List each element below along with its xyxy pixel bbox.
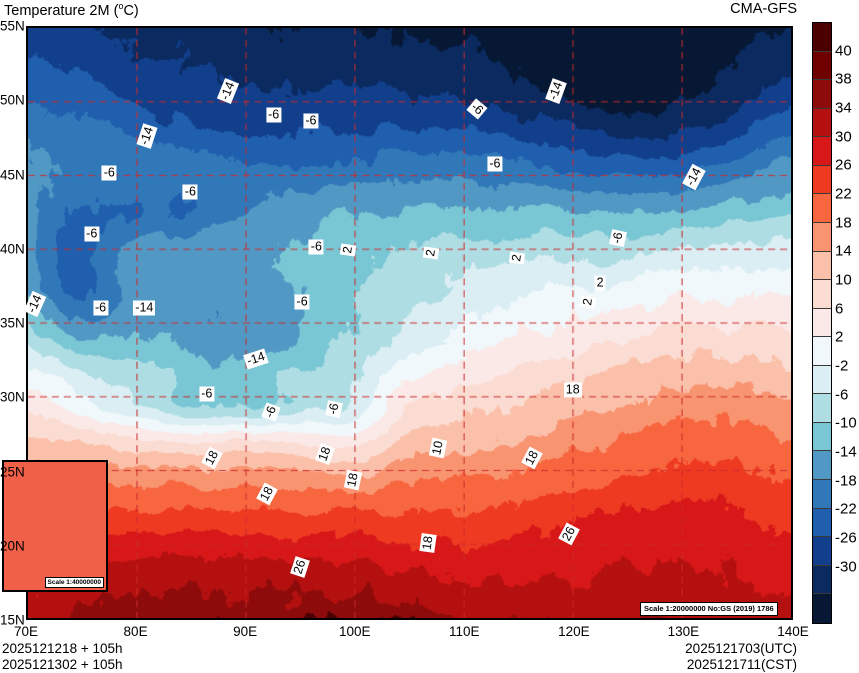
map-scale-note: Scale 1:20000000 No:GS (2019) 1786 (640, 602, 778, 616)
colorbar-segment (813, 251, 831, 281)
colorbar-segment (813, 23, 831, 52)
degree-symbol: o (118, 1, 124, 11)
x-axis-tick: 120E (558, 624, 590, 639)
colorbar-segment (813, 280, 831, 309)
temperature-field-canvas (28, 28, 791, 618)
colorbar-segment (813, 451, 831, 480)
contour-label: 18 (343, 470, 362, 491)
x-axis-tick: 80E (123, 624, 148, 639)
inset-scale-note: Scale 1:40000000 (44, 577, 104, 588)
contour-label: 2 (508, 251, 526, 265)
y-axis-tick: 30N (0, 389, 25, 405)
contour-label: -6 (182, 184, 198, 200)
colorbar-segment (813, 394, 831, 423)
contour-label: 2 (579, 295, 597, 309)
x-axis-tick: 90E (233, 624, 258, 639)
y-axis-tick: 35N (0, 315, 25, 331)
contour-label: -6 (308, 239, 324, 255)
footer-init-line1: 2025121218 + 105h (2, 641, 123, 656)
colorbar-tick-label: 22 (835, 185, 852, 203)
colorbar-segment (813, 565, 831, 595)
page-title-text: Temperature 2M ( (4, 2, 119, 19)
colorbar-tick-label: -10 (835, 414, 857, 432)
colorbar-tick-label: -2 (835, 357, 849, 375)
inset-field-canvas (4, 462, 106, 590)
colorbar-segment (813, 165, 831, 195)
page-title: Temperature 2M (oC) (4, 1, 139, 19)
colorbar-tick-label: 2 (835, 328, 844, 346)
colorbar-tick-label: -14 (835, 443, 857, 461)
y-axis-tick: 25N (0, 464, 25, 479)
colorbar-segment (813, 594, 831, 623)
x-axis-tick: 100E (338, 624, 371, 639)
colorbar-segment (813, 137, 831, 166)
y-axis-tick: 50N (0, 92, 25, 108)
y-axis-tick: 20N (0, 538, 25, 554)
colorbar-segment (813, 422, 831, 452)
footer-valid-cst: 2025121711(CST) (686, 657, 797, 672)
contour-label: -6 (303, 113, 319, 129)
contour-label: 2 (339, 243, 357, 257)
colorbar-segment (813, 508, 831, 538)
y-axis-tick: 40N (0, 241, 25, 257)
colorbar-tick-label: 30 (835, 128, 852, 146)
colorbar-segment (813, 480, 831, 509)
colorbar (812, 22, 832, 624)
colorbar-tick-label: -18 (835, 472, 857, 490)
colorbar-tick-label: 34 (835, 99, 852, 117)
y-axis-tick: 45N (0, 167, 25, 182)
colorbar-tick-label: 40 (835, 42, 852, 60)
contour-label: -6 (266, 107, 282, 123)
colorbar-tick-label: 38 (835, 70, 852, 88)
colorbar-tick-label: 14 (835, 242, 852, 260)
footer-valid-utc: 2025121703(UTC) (685, 641, 797, 656)
contour-label: 18 (419, 532, 437, 553)
colorbar-tick-label: -22 (835, 500, 857, 518)
footer-right: 2025121703(UTC) 2025121711(CST) (685, 641, 797, 673)
footer-left: 2025121218 + 105h 2025121302 + 105h (2, 641, 123, 673)
contour-label: -6 (84, 226, 100, 242)
contour-label: -14 (133, 300, 156, 316)
colorbar-tick-label: 10 (835, 271, 852, 289)
colorbar-tick-label: -26 (835, 529, 857, 547)
x-axis-tick: 140E (777, 624, 809, 639)
contour-label: 2 (594, 275, 606, 291)
x-axis-tick: 110E (449, 624, 480, 639)
colorbar-segment (813, 222, 831, 252)
contour-label: -6 (294, 294, 310, 310)
map-plot-area[interactable]: Scale 1:20000000 No:GS (2019) 1786 (26, 26, 793, 620)
colorbar-segment (813, 537, 831, 566)
x-axis-tick: 70E (13, 624, 39, 639)
contour-label: -6 (101, 165, 117, 181)
page-title-tail: C) (123, 2, 139, 19)
colorbar-segment (813, 108, 831, 138)
south-china-sea-inset-map: Scale 1:40000000 (2, 460, 108, 592)
colorbar-tick-label: -30 (835, 558, 857, 576)
colorbar-segment (813, 194, 831, 223)
contour-label: 2 (423, 246, 440, 260)
colorbar-tick-label: 26 (835, 156, 852, 174)
y-axis-tick: 15N (0, 612, 25, 628)
colorbar-tick-label: 18 (835, 214, 852, 232)
colorbar-segment (813, 80, 831, 109)
model-label: CMA-GFS (730, 1, 797, 17)
colorbar-segment (813, 337, 831, 366)
colorbar-segment (813, 308, 831, 338)
colorbar-segment (813, 365, 831, 395)
contour-label: -6 (324, 400, 343, 419)
x-axis-tick: 130E (667, 624, 700, 639)
footer-init-line2: 2025121302 + 105h (2, 657, 123, 672)
contour-label: -6 (487, 156, 503, 172)
contour-label: -6 (92, 300, 109, 316)
y-axis-tick: 55N (0, 18, 25, 34)
colorbar-tick-label: -6 (835, 386, 849, 404)
contour-label: -6 (199, 386, 215, 402)
colorbar-tick-label: 6 (835, 300, 844, 318)
contour-label: 18 (563, 382, 582, 398)
colorbar-segment (813, 51, 831, 81)
